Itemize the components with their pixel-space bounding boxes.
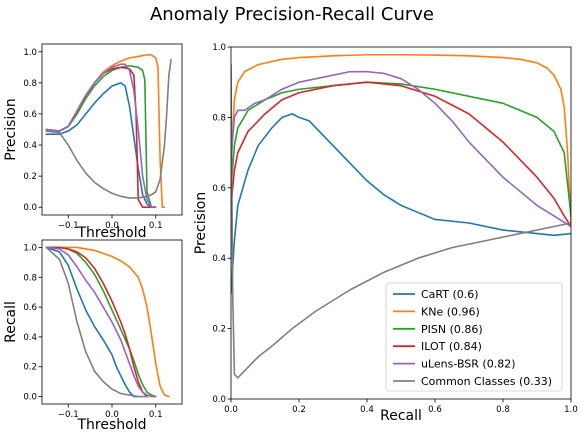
series-line-common-classes [231, 63, 571, 379]
y-tick-label: 0.0 [23, 393, 37, 403]
figure-title: Anomaly Precision-Recall Curve [150, 4, 434, 25]
y-tick-label: 0.8 [212, 113, 226, 123]
y-axis-label: Precision [3, 98, 19, 160]
x-tick-label: −0.1 [58, 410, 79, 420]
y-tick-label: 0.2 [212, 325, 226, 335]
legend-entry: KNe (0.96) [421, 305, 480, 318]
y-tick-label: 0.2 [23, 363, 37, 373]
y-axis-label: Precision [193, 192, 209, 254]
y-tick-label: 0.6 [212, 184, 226, 194]
x-axis-label: Recall [380, 408, 422, 424]
x-tick-label: 0.2 [292, 405, 306, 415]
y-tick-label: 1.0 [212, 43, 226, 53]
series-line-cart [231, 113, 571, 295]
x-tick-label: 0.1 [149, 410, 163, 420]
x-tick-label: 0.4 [360, 405, 374, 415]
x-tick-label: 0.8 [496, 405, 510, 415]
legend-entry: Common Classes (0.33) [421, 375, 552, 388]
series-group [231, 53, 571, 379]
chart-precision_vs_threshold: −0.1 0.0 0.1 0.0 0.2 0.4 0.6 0.8 1.0 Threshold Pre… [3, 43, 183, 241]
series-line-cart [45, 82, 157, 209]
chart-precision_vs_recall: 0.0 0.2 0.4 0.6 0.8 1.0 0.0 0.2 0.4 0.6 0.8 1.0 Reca… [193, 43, 578, 424]
x-tick-label: 0.1 [149, 221, 163, 231]
x-tick-label: −0.1 [58, 221, 79, 231]
y-tick-label: 0.6 [23, 110, 37, 120]
y-tick-label: 0.4 [23, 141, 37, 151]
y-tick-label: 0.8 [23, 273, 37, 283]
y-tick-label: 0.4 [23, 333, 37, 343]
legend-entry: ILOT (0.84) [421, 340, 482, 353]
series-line-ulens-bsr [231, 70, 571, 228]
series-line-ulens-bsr [45, 246, 157, 398]
series-line-kne [45, 246, 170, 398]
y-tick-label: 0.0 [212, 395, 226, 405]
legend: CaRT (0.6) KNe (0.96) PISN (0.86) ILOT (0.8… [385, 282, 563, 392]
y-tick-label: 0.2 [23, 172, 37, 182]
x-axis-label: Threshold [77, 417, 147, 433]
x-tick-label: 0.0 [105, 221, 119, 231]
y-tick-label: 0.8 [23, 79, 37, 89]
legend-entry: CaRT (0.6) [421, 288, 479, 301]
x-tick-label: 0.6 [428, 405, 442, 415]
x-tick-label: 0.0 [224, 405, 238, 415]
panels: −0.1 0.0 0.1 0.0 0.2 0.4 0.6 0.8 1.0 Threshold Pre… [3, 43, 578, 433]
series-group [45, 54, 172, 209]
legend-entry: PISN (0.86) [421, 323, 483, 336]
series-line-pisn [231, 81, 571, 217]
x-tick-label: 0.0 [105, 410, 119, 420]
series-line-ilot [45, 246, 148, 398]
series-line-ulens-bsr [45, 63, 157, 209]
y-tick-label: 1.0 [23, 243, 37, 253]
legend-entry: uLens-BSR (0.82) [421, 358, 516, 371]
series-group [45, 246, 170, 398]
y-tick-label: 0.4 [212, 254, 226, 264]
legend-box [385, 282, 563, 392]
axes-frame [230, 46, 572, 400]
x-tick-label: 1.0 [564, 405, 578, 415]
chart-recall_vs_threshold: −0.1 0.0 0.1 0.0 0.2 0.4 0.6 0.8 1.0 Threshold Rec… [3, 239, 183, 433]
x-axis-label: Threshold [77, 225, 147, 241]
series-line-kne [231, 53, 571, 224]
y-tick-label: 1.0 [23, 48, 37, 58]
series-line-common-classes [45, 246, 148, 398]
series-line-common-classes [45, 58, 172, 199]
series-line-cart [45, 246, 140, 398]
y-axis-label: Recall [3, 301, 19, 343]
y-tick-label: 0.6 [23, 303, 37, 313]
series-line-ilot [231, 81, 571, 228]
y-tick-label: 0.0 [23, 203, 37, 213]
